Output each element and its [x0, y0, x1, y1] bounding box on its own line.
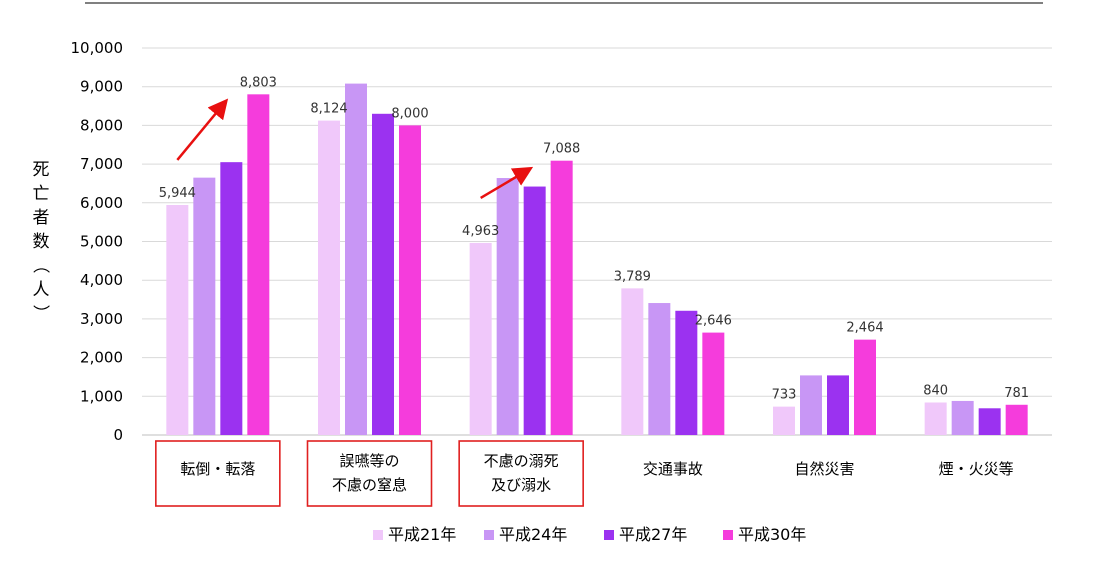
trend-arrow: [480, 166, 534, 200]
bars: [166, 83, 1028, 436]
data-label: 8,803: [240, 75, 277, 90]
data-label: 3,789: [614, 269, 651, 284]
legend-swatch: [484, 530, 494, 540]
y-tick-label: 8,000: [80, 116, 123, 134]
bar: [800, 375, 822, 435]
y-tick-labels: 0 1,000 2,000 3,000 4,000 5,000 6,000 7,000 8,00…: [71, 39, 124, 444]
data-label: 4,963: [462, 224, 499, 239]
bar: [523, 186, 546, 435]
y-axis-label-char: 死: [33, 160, 50, 180]
bar: [773, 406, 795, 435]
y-tick-label: 3,000: [80, 310, 123, 328]
y-tick-label: 6,000: [80, 194, 123, 212]
bar: [166, 204, 189, 435]
legend-swatch: [723, 530, 733, 540]
data-label: 8,000: [391, 106, 428, 121]
y-tick-label: 9,000: [80, 78, 123, 96]
legend-label: 平成27年: [619, 525, 687, 544]
category-label: 交通事故: [643, 460, 703, 478]
bar: [469, 242, 492, 435]
bar: [702, 332, 725, 435]
y-tick-label: 7,000: [80, 155, 123, 173]
bar: [621, 288, 644, 435]
y-tick-label: 10,000: [71, 39, 124, 57]
category-label: 自然災害: [794, 460, 854, 478]
y-tick-label: 0: [113, 426, 123, 444]
legend-label: 平成30年: [738, 525, 806, 544]
category-label: 誤嚥等の: [339, 452, 399, 470]
bar: [827, 375, 849, 435]
y-axis-label-char: 者: [33, 208, 50, 228]
highlight-box: [458, 440, 584, 507]
data-label: 781: [1004, 386, 1029, 401]
category-label: 不慮の窒息: [332, 476, 407, 494]
legend-label: 平成21年: [388, 525, 456, 544]
y-tick-label: 4,000: [80, 271, 123, 289]
category-label: 転倒・転落: [180, 460, 255, 478]
y-tick-label: 5,000: [80, 233, 123, 251]
data-label: 8,124: [310, 102, 347, 117]
bar: [675, 310, 698, 435]
category-label: 煙・火災等: [939, 460, 1014, 478]
bar: [345, 83, 367, 435]
bar: [247, 94, 270, 435]
bar: [372, 113, 394, 435]
bar: [496, 178, 519, 436]
y-tick-label: 1,000: [80, 387, 123, 405]
bar: [1005, 404, 1028, 435]
category-label: 及び溺水: [491, 476, 551, 494]
legend-swatch: [604, 530, 614, 540]
bar: [924, 402, 947, 435]
y-axis-label-char: 亡: [33, 184, 50, 204]
highlight-boxes: [155, 440, 584, 507]
trend-arrow: [176, 98, 229, 161]
y-axis-label-char: 数: [33, 232, 50, 252]
legend-swatch: [373, 530, 383, 540]
data-label: 5,944: [159, 186, 196, 201]
y-axis-label-char: 人: [33, 280, 50, 300]
y-axis-label-char: （: [30, 257, 50, 274]
bar: [648, 303, 671, 435]
data-label: 733: [772, 388, 797, 403]
bar: [399, 125, 421, 436]
y-axis-label-char: ）: [30, 305, 50, 322]
y-tick-label: 2,000: [80, 349, 123, 367]
data-label: 2,646: [695, 314, 732, 329]
category-label: 不慮の溺死: [484, 452, 559, 470]
bar: [318, 120, 340, 435]
bar: [854, 339, 876, 435]
bar: [978, 408, 1001, 435]
trend-arrows: [176, 98, 534, 200]
data-label: 7,088: [543, 142, 580, 157]
bar: [951, 400, 974, 435]
highlight-box: [306, 440, 433, 507]
data-label: 2,464: [846, 321, 883, 336]
gridlines: [142, 47, 1052, 436]
data-labels: 5,944 8,124 4,963 3,789 733 840 8,803 8,000 7,08…: [159, 75, 1029, 402]
data-label: 840: [923, 383, 948, 398]
bar: [220, 162, 243, 436]
legend: 平成21年 平成24年 平成27年 平成30年: [373, 525, 806, 544]
bar: [550, 160, 573, 435]
bar: [193, 177, 216, 435]
legend-label: 平成24年: [499, 525, 567, 544]
highlight-box: [155, 440, 281, 507]
